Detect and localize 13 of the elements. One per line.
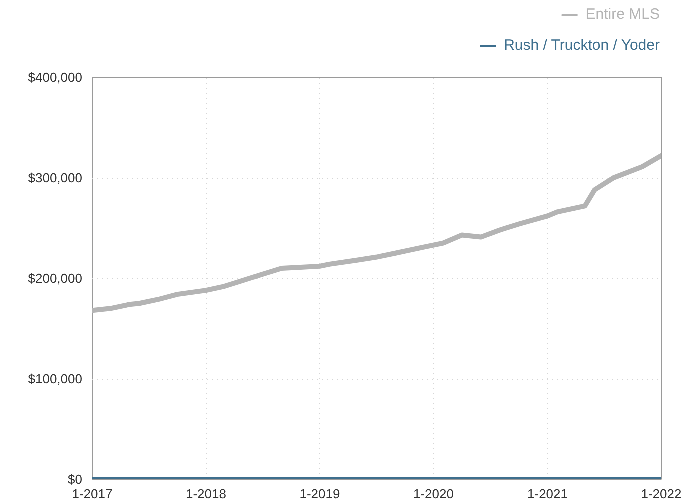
legend-label: Entire MLS [586,6,660,23]
x-tick-label: 1-2018 [186,486,226,502]
legend-label: Rush / Truckton / Yoder [504,37,660,54]
y-tick-label: $300,000 [28,170,83,186]
y-tick-label: $400,000 [28,70,83,85]
y-tick-label: $200,000 [28,271,83,286]
x-tick-label: 1-2017 [72,486,113,502]
x-tick-label: 1-2020 [413,486,454,502]
y-tick-label: $0 [68,472,83,487]
x-tick-label: 1-2021 [528,486,568,502]
x-tick-label: 1-2022 [641,486,682,502]
x-tick-label: 1-2019 [300,486,340,502]
y-tick-label: $100,000 [28,372,83,386]
